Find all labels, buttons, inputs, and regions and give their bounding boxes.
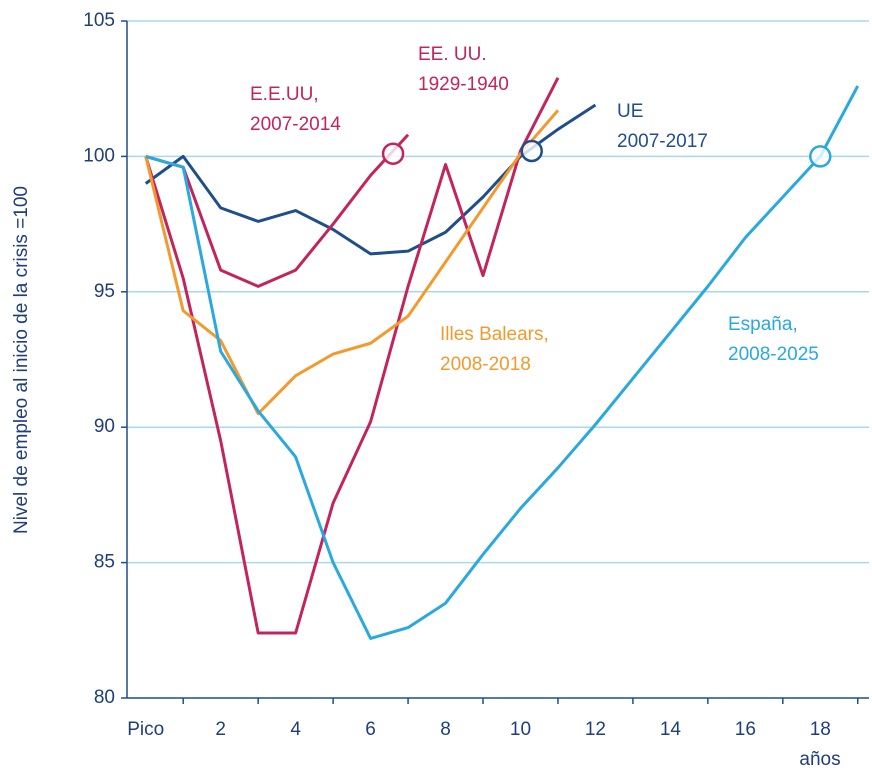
series-line bbox=[144, 77, 560, 635]
y-tick-label: 85 bbox=[94, 552, 115, 573]
x-tick-label: 18 bbox=[810, 719, 831, 740]
x-tick-label: 2 bbox=[215, 719, 226, 740]
x-tick-label: 12 bbox=[585, 719, 606, 740]
x-axis-label: años bbox=[799, 749, 840, 770]
x-tick-label: Pico bbox=[127, 719, 164, 740]
highlight-marker bbox=[520, 139, 543, 163]
series-label: 2008-2025 bbox=[728, 344, 819, 365]
series-label: 1929-1940 bbox=[418, 74, 509, 95]
series-line bbox=[144, 103, 597, 256]
series-label: E.E.UU, bbox=[250, 84, 319, 105]
series-line bbox=[145, 85, 860, 640]
series-label: 2007-2014 bbox=[250, 114, 341, 135]
y-tick-label: 95 bbox=[94, 281, 115, 302]
y-axis-label: Nivel de empleo al inicio de la crisis =… bbox=[11, 186, 32, 534]
x-tick-label: 6 bbox=[365, 719, 376, 740]
series-label: 2008-2018 bbox=[440, 354, 531, 375]
highlight-marker bbox=[381, 142, 405, 165]
x-tick-label: 16 bbox=[735, 719, 756, 740]
series-label: UE bbox=[617, 101, 643, 122]
x-tick-label: 4 bbox=[290, 719, 301, 740]
x-tick-label: 8 bbox=[440, 719, 451, 740]
series-label: España, bbox=[728, 314, 798, 335]
series-label: EE. UU. bbox=[418, 44, 487, 65]
y-tick-label: 105 bbox=[83, 10, 115, 31]
y-tick-label: 90 bbox=[94, 416, 115, 437]
x-tick-label: 10 bbox=[510, 719, 531, 740]
y-tick-label: 100 bbox=[83, 145, 115, 166]
highlight-marker bbox=[809, 145, 832, 168]
series-label: Illes Balears, bbox=[440, 324, 549, 345]
y-tick-label: 80 bbox=[94, 687, 115, 708]
series-line bbox=[144, 109, 560, 416]
x-tick-label: 14 bbox=[660, 719, 682, 740]
series-line bbox=[145, 133, 410, 288]
series-label: 2007-2017 bbox=[617, 131, 708, 152]
